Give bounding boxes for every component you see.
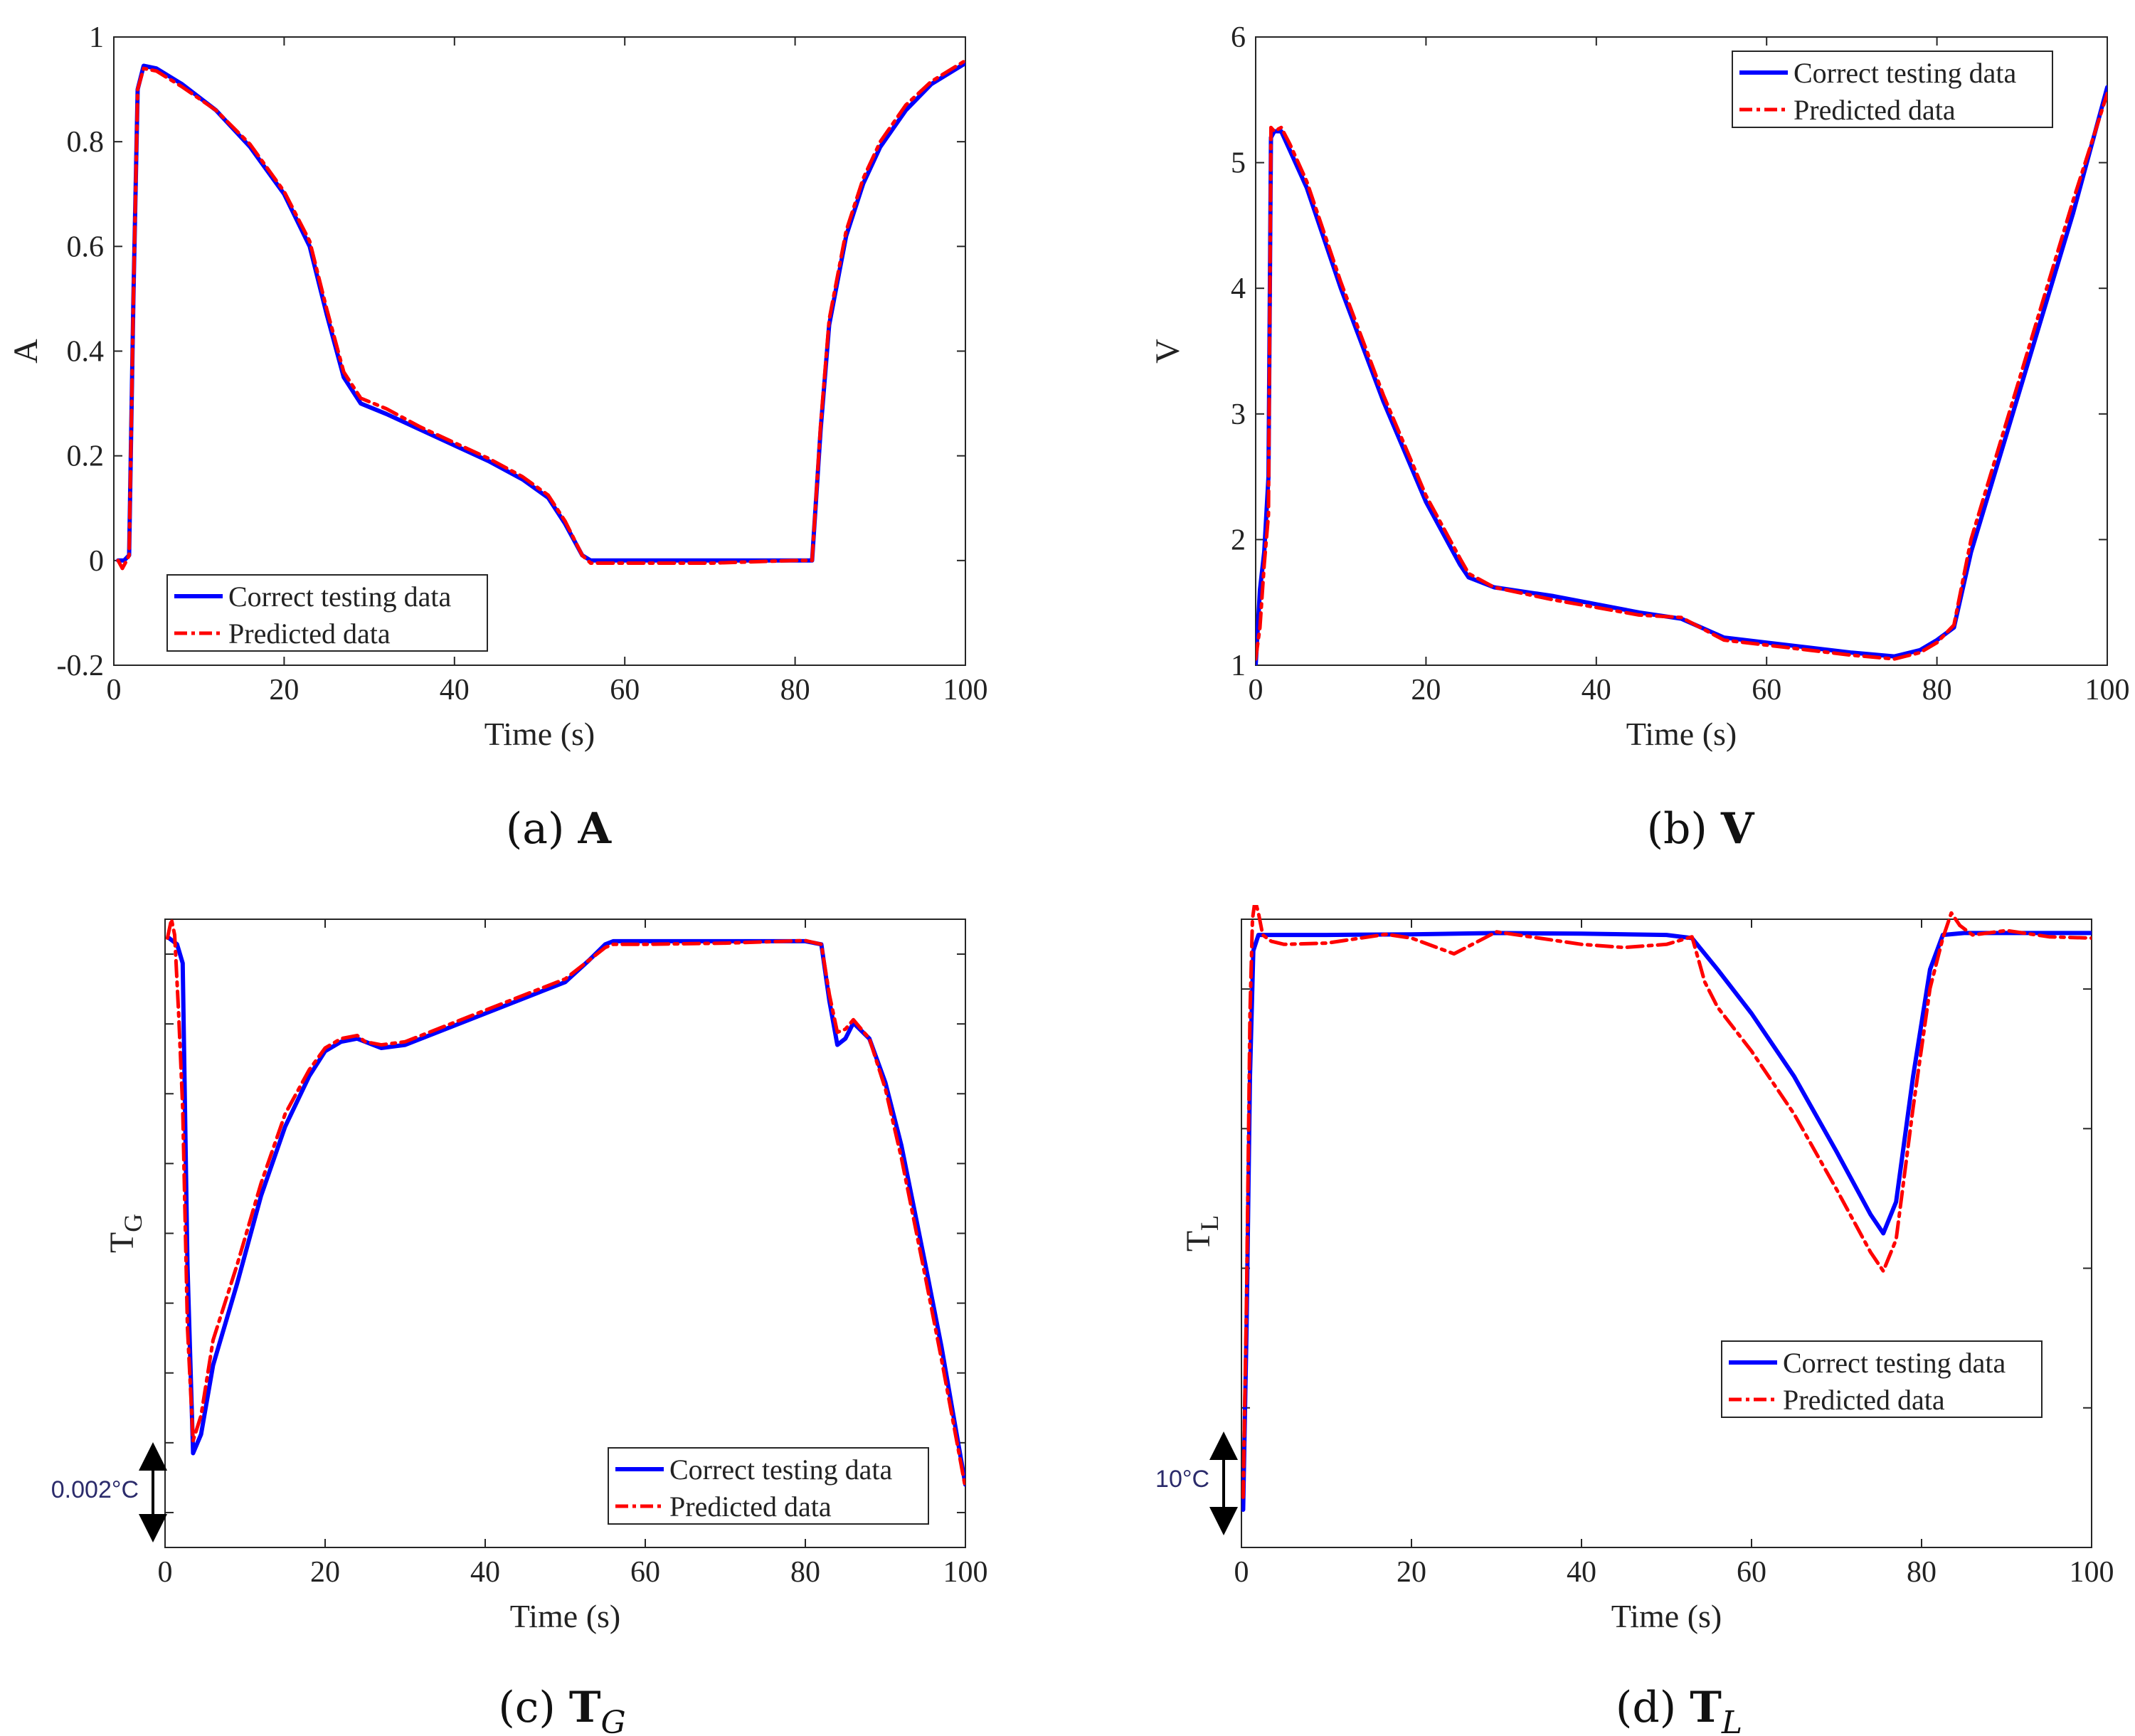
series-group bbox=[116, 58, 965, 571]
legend-label-predicted: Predicted data bbox=[669, 1491, 832, 1523]
x-tick-label: 80 bbox=[1922, 674, 1952, 706]
y-tick-label: 1 bbox=[89, 21, 104, 54]
x-tick-label: 20 bbox=[1397, 1556, 1426, 1589]
x-tick-label: 100 bbox=[943, 674, 988, 706]
x-tick-label: 0 bbox=[107, 674, 122, 706]
x-axis-label: Time (s) bbox=[1626, 716, 1737, 752]
legend-label-correct: Correct testing data bbox=[1794, 57, 2016, 89]
x-tick-label: 20 bbox=[1411, 674, 1441, 706]
y-tick-label: 0.6 bbox=[67, 231, 105, 263]
series-group bbox=[165, 917, 965, 1490]
legend-box bbox=[608, 1447, 929, 1525]
x-tick-label: 20 bbox=[310, 1556, 340, 1589]
legend-label-predicted: Predicted data bbox=[1794, 94, 1956, 126]
x-axis-label: Time (s) bbox=[484, 716, 595, 752]
x-tick-label: 80 bbox=[1907, 1556, 1937, 1589]
x-tick-label: 100 bbox=[2085, 674, 2130, 706]
x-tick-label: 60 bbox=[610, 674, 640, 706]
y-tick-label: 2 bbox=[1231, 524, 1246, 556]
chart-d: 0 20 40 60 80 100 Time (s) TL Correct testing da… bbox=[1155, 905, 2114, 1736]
series-correct-line bbox=[1256, 85, 2107, 665]
x-tick-label: 40 bbox=[440, 674, 470, 706]
y-axis-label: TL bbox=[1180, 1215, 1224, 1251]
chart-c: 0 20 40 60 80 100 Time (s) TG Correct testing da… bbox=[51, 917, 988, 1736]
y-axis-label: TG bbox=[103, 1214, 147, 1253]
legend: Correct testing data Predicted data bbox=[1721, 1340, 2043, 1418]
y-tick-label: 6 bbox=[1231, 21, 1246, 54]
x-tick-label: 40 bbox=[1582, 674, 1611, 706]
legend-box bbox=[1732, 51, 2053, 128]
x-tick-label: 60 bbox=[1752, 674, 1781, 706]
series-predicted-line bbox=[165, 917, 965, 1490]
series-correct-line bbox=[166, 936, 965, 1487]
x-axis-label: Time (s) bbox=[510, 1598, 621, 1634]
y-axis-label: V bbox=[1149, 339, 1187, 364]
legend: Correct testing data Predicted data bbox=[608, 1447, 929, 1525]
y-axis-label: A bbox=[7, 339, 45, 364]
y-tick-label: 4 bbox=[1231, 272, 1246, 305]
x-tick-label: 0 bbox=[158, 1556, 173, 1589]
y-tick-label: 5 bbox=[1231, 147, 1246, 180]
x-tick-label: 80 bbox=[780, 674, 810, 706]
x-tick-label: 0 bbox=[1249, 674, 1263, 706]
scale-annotation: 10°C bbox=[1155, 1466, 1209, 1493]
subfigure-caption: (d) TL bbox=[1616, 1683, 1742, 1736]
x-tick-label: 100 bbox=[943, 1556, 988, 1589]
legend-label-correct: Correct testing data bbox=[1783, 1347, 2006, 1379]
x-tick-label: 60 bbox=[1737, 1556, 1766, 1589]
y-tick-label: 0.2 bbox=[67, 440, 105, 473]
y-tick-label: 0.8 bbox=[67, 126, 105, 159]
legend-label-predicted: Predicted data bbox=[228, 618, 391, 650]
series-group bbox=[1256, 85, 2107, 665]
x-tick-label: 20 bbox=[269, 674, 299, 706]
x-tick-label: 0 bbox=[1234, 1556, 1249, 1589]
x-axis-label: Time (s) bbox=[1611, 1598, 1722, 1634]
x-tick-label: 40 bbox=[470, 1556, 500, 1589]
series-predicted-line bbox=[1256, 92, 2107, 661]
legend-label-predicted: Predicted data bbox=[1783, 1384, 1945, 1416]
legend-box bbox=[1721, 1340, 2043, 1418]
y-tick-label: -0.2 bbox=[57, 650, 105, 682]
scale-annotation: 0.002°C bbox=[51, 1476, 139, 1503]
y-tick-label: 3 bbox=[1231, 398, 1246, 431]
series-predicted-line bbox=[1241, 905, 2092, 1499]
legend-box bbox=[166, 574, 488, 652]
x-tick-label: 100 bbox=[2070, 1556, 2114, 1589]
plot-frame bbox=[1241, 919, 2092, 1548]
series-predicted-line bbox=[116, 58, 965, 571]
legend: Correct testing data Predicted data bbox=[1732, 51, 2053, 128]
series-group bbox=[1241, 905, 2092, 1512]
legend-label-correct: Correct testing data bbox=[228, 581, 451, 613]
y-tick-label: 0.4 bbox=[67, 336, 105, 369]
y-tick-label: 1 bbox=[1231, 650, 1246, 682]
chart-b: 0 20 40 60 80 100 1 2 3 4 5 6 Time (s) V Correct testi… bbox=[1149, 21, 2130, 854]
subfigure-caption: (a) A bbox=[506, 804, 613, 854]
legend-label-correct: Correct testing data bbox=[669, 1454, 892, 1486]
plot-frame bbox=[113, 36, 966, 666]
legend: Correct testing data Predicted data bbox=[166, 574, 488, 652]
subfigure-caption: (b) V bbox=[1647, 804, 1755, 854]
series-correct-line bbox=[1241, 931, 2092, 1512]
plot-frame bbox=[1255, 36, 2108, 666]
y-tick-label: 0 bbox=[89, 545, 104, 578]
subfigure-caption: (c) TG bbox=[498, 1683, 625, 1736]
x-tick-label: 80 bbox=[790, 1556, 820, 1589]
x-tick-label: 40 bbox=[1567, 1556, 1596, 1589]
x-tick-label: 60 bbox=[630, 1556, 660, 1589]
